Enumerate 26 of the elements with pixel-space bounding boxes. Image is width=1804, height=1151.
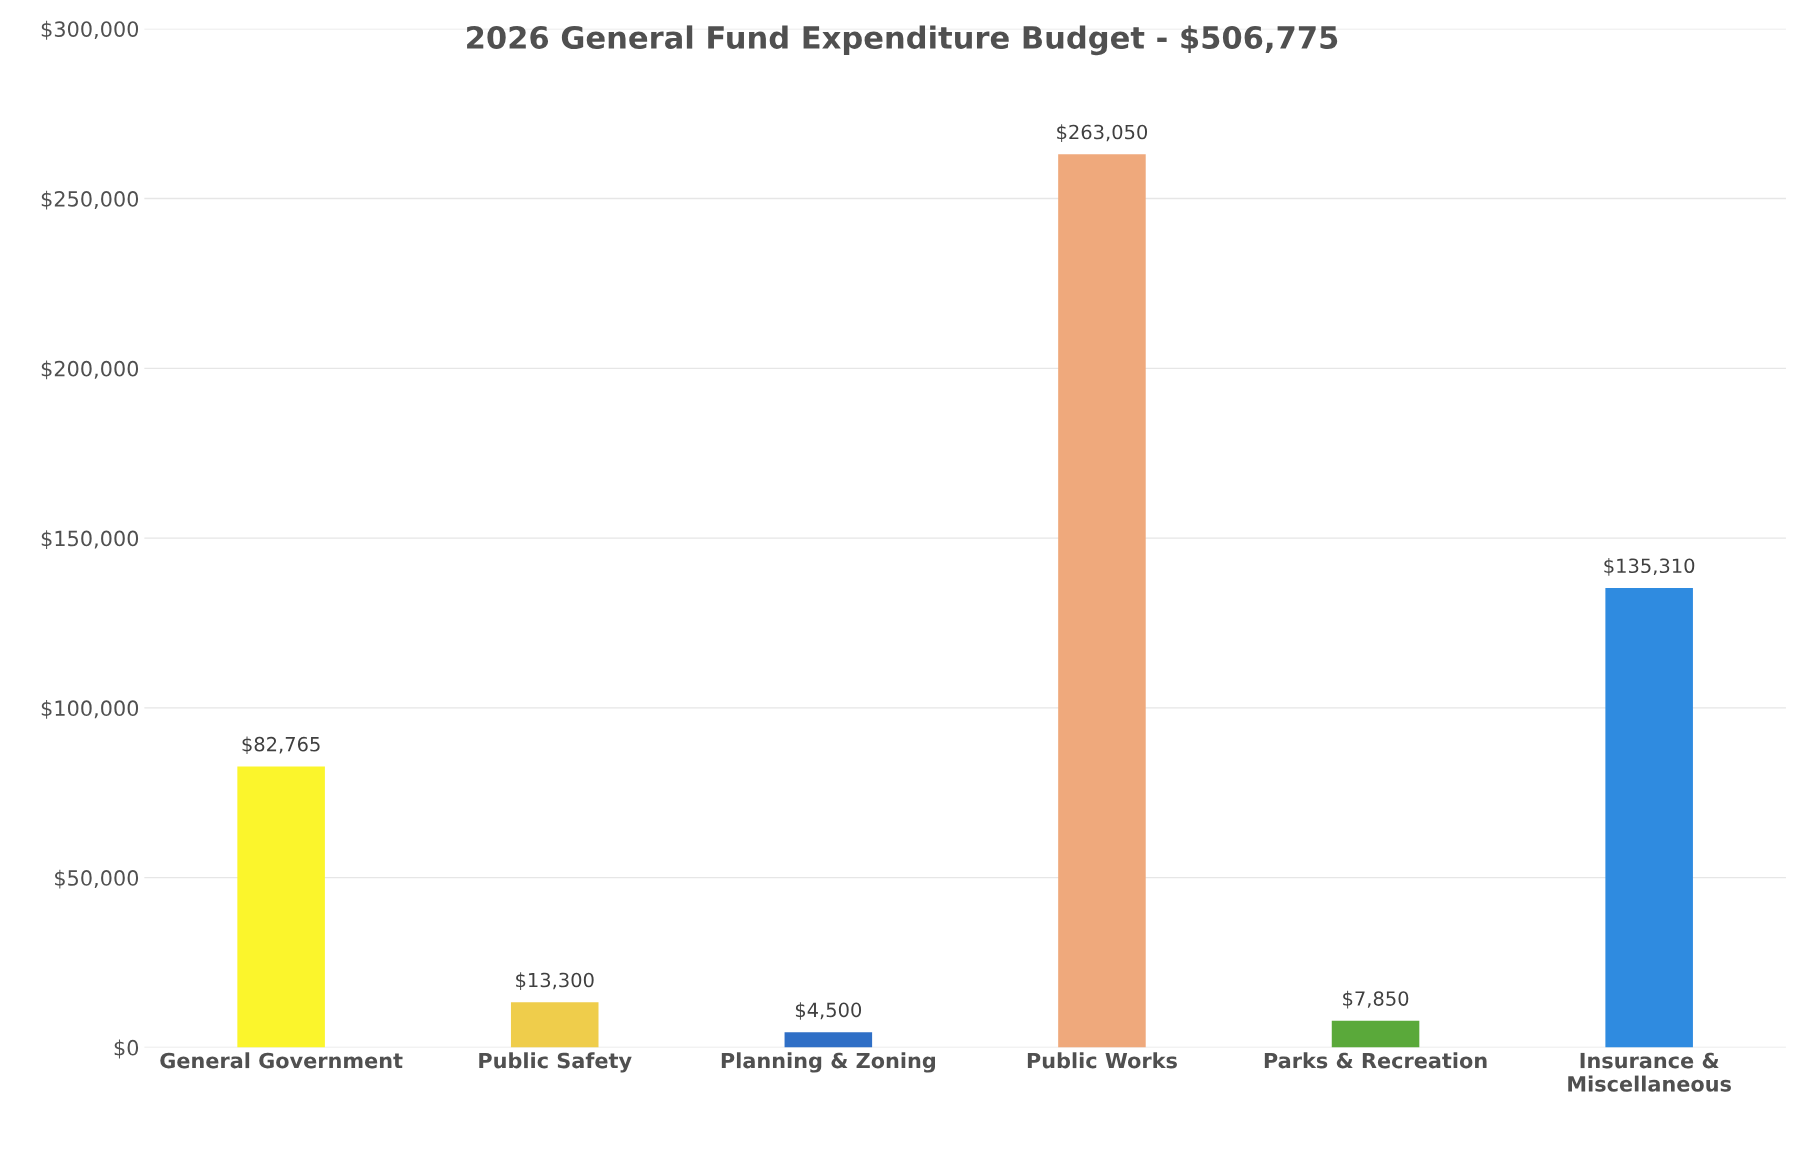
bar <box>784 1032 873 1048</box>
x-tick-label: Public Safety <box>479 1052 632 1073</box>
data-label: $4,500 <box>795 1002 862 1020</box>
bar <box>1331 1020 1420 1048</box>
x-tick-label: General Government <box>160 1052 403 1069</box>
bar <box>510 1002 599 1048</box>
y-tick-label: $300,000 <box>41 20 139 40</box>
data-label: $7,850 <box>1343 990 1409 1009</box>
data-label: $135,310 <box>1604 558 1695 576</box>
x-tick-label: Insurance & Miscellaneous <box>1568 1052 1731 1092</box>
y-tick-label: $100,000 <box>41 699 139 719</box>
y-tick-label: $150,000 <box>41 530 139 550</box>
y-tick-label: $200,000 <box>41 360 139 380</box>
x-tick-label: Planning & Zoning <box>721 1052 935 1073</box>
chart-title: 2026 General Fund Expenditure Budget - $506,775 <box>467 25 1338 56</box>
bar <box>237 766 325 1048</box>
y-tick-label: $0 <box>114 1039 139 1059</box>
data-label: $82,765 <box>242 736 320 755</box>
bar <box>1605 587 1693 1048</box>
y-tick-label: $50,000 <box>55 869 139 889</box>
data-label: $13,300 <box>516 972 594 990</box>
bar <box>1058 154 1146 1048</box>
x-tick-label: Parks & Recreation <box>1264 1052 1487 1069</box>
y-tick-label: $250,000 <box>41 190 139 210</box>
data-label: $263,050 <box>1057 124 1148 142</box>
x-tick-label: Public Works <box>1027 1052 1177 1069</box>
